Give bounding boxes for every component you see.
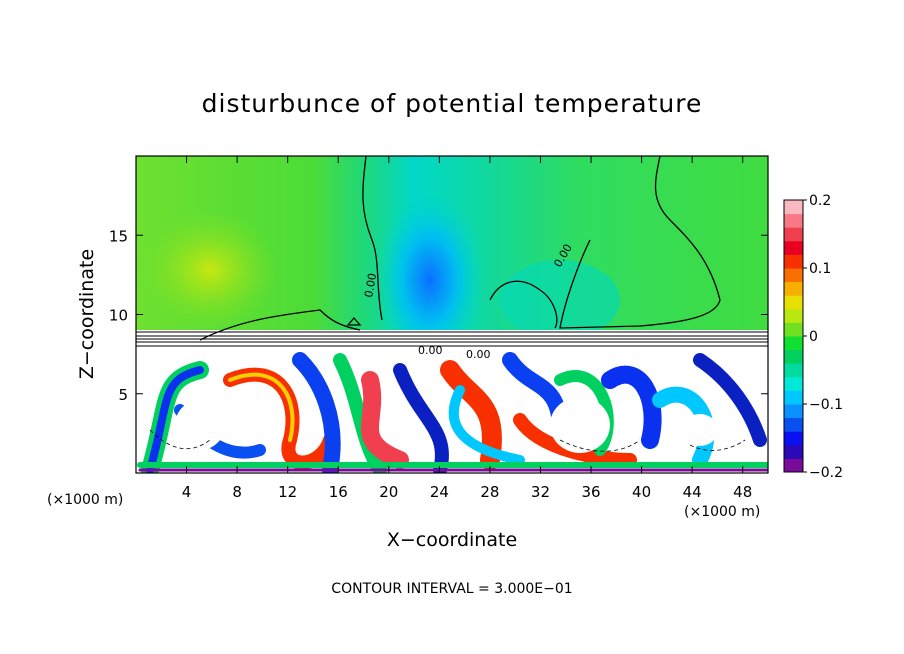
cyan-patch (500, 260, 620, 340)
x-tick-label: 36 (581, 483, 600, 501)
colorbar-swatch (784, 227, 803, 242)
x-tick-label: 12 (278, 483, 297, 501)
colorbar-tick-label: −0.2 (809, 465, 843, 481)
colorbar-tick-label: 0.1 (809, 261, 831, 277)
colorbar-swatch (784, 458, 803, 473)
colorbar-swatch (784, 240, 803, 255)
colorbar-tick-label: 0 (809, 329, 818, 345)
white-cell-1 (175, 400, 225, 450)
colorbar-swatch (784, 200, 803, 215)
colorbar-swatch (784, 431, 803, 446)
x-unit-right: (×1000 m) (684, 504, 760, 520)
y-tick-label: 15 (109, 227, 128, 245)
colorbar-swatch (784, 349, 803, 364)
x-tick-label: 48 (733, 483, 752, 501)
colorbar (783, 199, 804, 473)
inversion-lines (136, 331, 768, 347)
x-tick-label: 32 (531, 483, 550, 501)
y-axis-label: Z−coordinate (76, 249, 98, 379)
x-axis-label: X−coordinate (387, 529, 517, 551)
colorbar-tick-label: 0.2 (809, 193, 831, 209)
colorbar-swatch (784, 404, 803, 419)
x-tick-label: 24 (430, 483, 449, 501)
x-tick-label: 16 (329, 483, 348, 501)
colorbar-swatch (784, 268, 803, 283)
y-tick-label: 5 (118, 386, 128, 404)
y-tick-label: 10 (109, 307, 128, 325)
blue-plume (375, 190, 485, 370)
colorbar-swatch (784, 254, 803, 269)
upper-contours (199, 156, 721, 341)
x-unit-left: (×1000 m) (47, 492, 123, 508)
inversion-layer (136, 330, 768, 352)
white-cell-3 (682, 414, 718, 446)
colorbar-swatch (784, 363, 803, 378)
svg-text:0.00: 0.00 (418, 344, 443, 357)
colorbar-swatch (784, 444, 803, 459)
colorbar-swatch (784, 322, 803, 337)
colorbar-swatch (784, 281, 803, 296)
colorbar-ticks: −0.2 −0.1 0 0.1 0.2 (803, 193, 843, 481)
heatmap-field: 0.00 0.00 0.00 0.00 (136, 156, 768, 473)
x-tick-label: 20 (379, 483, 398, 501)
x-tick-label: 44 (683, 483, 702, 501)
x-axis: 4 8 12 16 20 24 28 32 36 40 44 48 (182, 156, 752, 501)
colorbar-swatch (784, 308, 803, 323)
yellow-patch (140, 210, 280, 330)
x-tick-label: 4 (182, 483, 192, 501)
chart-title: disturbunce of potential temperature (202, 89, 703, 118)
x-tick-label: 8 (232, 483, 242, 501)
contour-interval-note: CONTOUR INTERVAL = 3.000E−01 (331, 581, 572, 597)
x-tick-label: 28 (480, 483, 499, 501)
colorbar-swatch (784, 376, 803, 391)
colorbar-swatch (784, 213, 803, 228)
boundary-contours (149, 429, 746, 452)
colorbar-swatch (784, 295, 803, 310)
svg-text:0.00: 0.00 (362, 272, 379, 298)
colorbar-swatch (784, 390, 803, 405)
colorbar-tick-label: −0.1 (809, 397, 843, 413)
y-axis: 5 10 15 (109, 227, 768, 404)
x-tick-label: 40 (632, 483, 651, 501)
svg-text:0.00: 0.00 (466, 348, 491, 361)
colorbar-swatch (784, 336, 803, 351)
white-cell-2 (550, 397, 610, 453)
colorbar-swatch (784, 417, 803, 432)
